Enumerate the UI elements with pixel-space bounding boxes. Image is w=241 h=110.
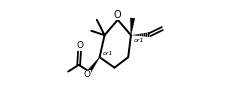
Text: or1: or1 [134, 38, 144, 43]
Text: O: O [84, 70, 91, 79]
Polygon shape [87, 57, 100, 73]
Text: or1: or1 [103, 51, 114, 56]
Text: O: O [114, 10, 121, 20]
Polygon shape [130, 18, 135, 35]
Text: O: O [76, 41, 83, 50]
